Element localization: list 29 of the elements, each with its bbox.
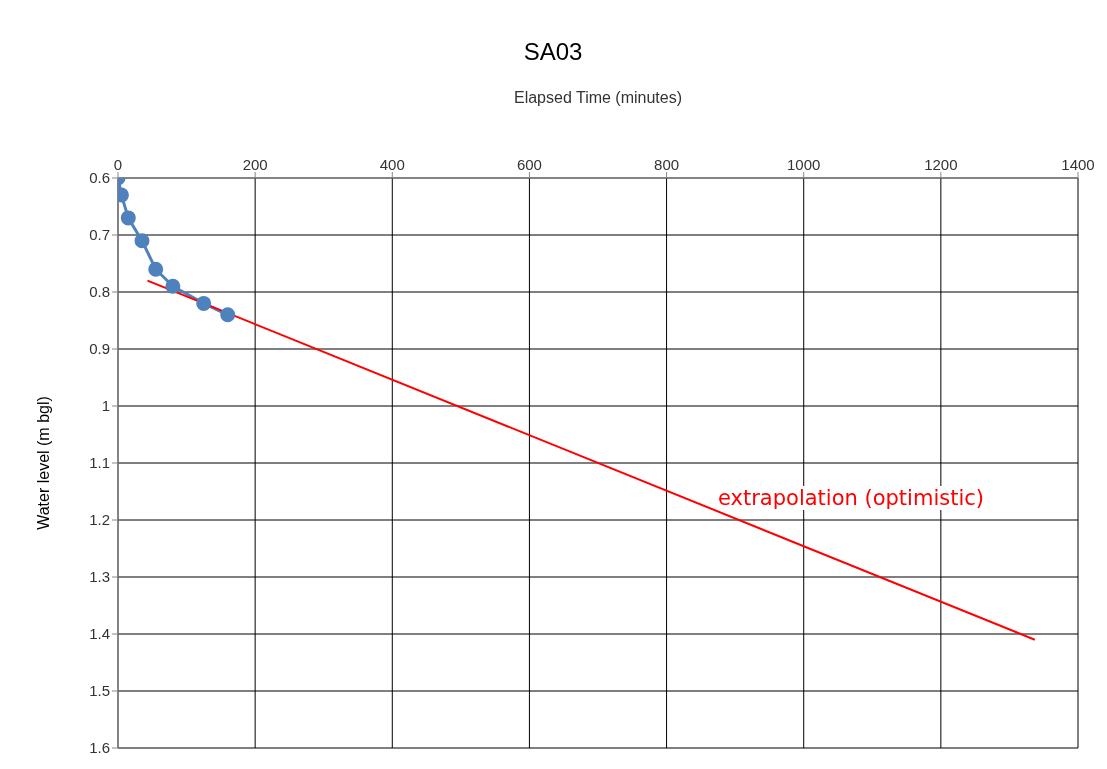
y-tick-label: 1 xyxy=(101,397,110,415)
y-tick-label: 1.4 xyxy=(89,625,110,643)
y-tick-label: 1.5 xyxy=(89,682,110,700)
annotation: extrapolation (optimistic) xyxy=(718,486,984,510)
y-axis-title: Water level (m bgl) xyxy=(34,396,52,530)
x-tick-label: 800 xyxy=(654,156,680,173)
x-tick-label: 1000 xyxy=(787,156,821,173)
point xyxy=(220,307,236,323)
y-tick-label: 0.9 xyxy=(89,340,110,358)
y-tick-label: 1.3 xyxy=(89,568,110,586)
x-tick-label: 1400 xyxy=(1061,156,1095,173)
x-axis-title: Elapsed Time (minutes) xyxy=(513,89,683,106)
x-tick-label: 200 xyxy=(242,156,268,173)
y-tick-label: 1.1 xyxy=(89,454,110,472)
x-tick-label: 600 xyxy=(516,156,542,173)
y-tick-label: 0.7 xyxy=(89,226,110,244)
y-tick-label: 0.8 xyxy=(89,283,110,301)
chart-title: SA03 xyxy=(522,38,584,66)
point xyxy=(134,233,150,249)
y-tick-label: 1.2 xyxy=(89,511,110,529)
x-tick-label: 0 xyxy=(113,156,123,173)
point xyxy=(196,295,212,311)
point xyxy=(148,261,164,277)
y-tick-label: 0.6 xyxy=(89,169,110,187)
x-tick-label: 1200 xyxy=(924,156,958,173)
y-tick-label: 1.6 xyxy=(89,739,110,757)
x-tick-label: 400 xyxy=(379,156,405,173)
point xyxy=(120,210,136,226)
point xyxy=(165,278,181,294)
